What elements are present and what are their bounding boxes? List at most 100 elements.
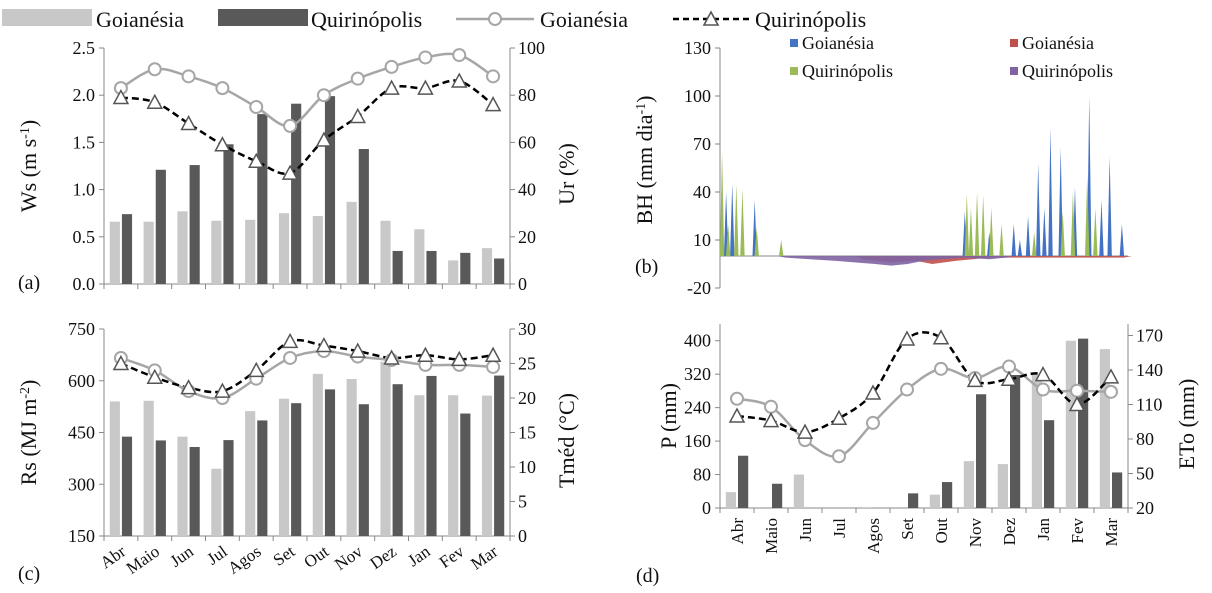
spike-quirinopolis — [734, 184, 739, 256]
point-goianesia — [832, 449, 846, 464]
legend-label-goianesia-line: Goianésia — [540, 7, 628, 32]
bar-goianesia — [109, 401, 120, 536]
point-goianesia — [283, 118, 298, 133]
legend-b-swatch — [1010, 39, 1018, 47]
x-tick-label: Agos — [864, 518, 883, 554]
point-goianesia — [900, 382, 914, 397]
point-quirinopolis — [349, 342, 367, 358]
y-tick-label-right: 40 — [518, 180, 536, 200]
point-goianesia — [1104, 384, 1118, 399]
point-goianesia — [1070, 383, 1084, 398]
spike-quirinopolis — [1031, 232, 1037, 256]
point-quirinopolis — [383, 349, 400, 365]
bar-goianesia — [177, 211, 188, 284]
bar-quirinopolis — [291, 103, 302, 284]
y-tick-label-right: 50 — [1136, 464, 1154, 484]
point-goianesia — [418, 50, 433, 65]
spike-quirinopolis — [1060, 211, 1065, 256]
bar-quirinopolis — [257, 420, 268, 536]
bar-goianesia — [1099, 349, 1110, 508]
spike-goianesia — [1048, 128, 1053, 256]
bar-goianesia — [109, 221, 120, 284]
y-tick-label-left: 320 — [684, 364, 711, 384]
bar-goianesia — [1065, 340, 1076, 508]
spike-quirinopolis — [779, 240, 784, 256]
x-tick-label: Fev — [436, 541, 468, 571]
bar-goianesia — [414, 229, 425, 284]
point-goianesia — [384, 59, 399, 74]
y-tick-label-right: 20 — [1136, 498, 1154, 518]
y-tick-label-left: 10 — [693, 230, 711, 250]
y-tick-label-left: 1.0 — [73, 180, 96, 200]
bar-goianesia — [481, 395, 493, 536]
legend-b-swatch — [790, 39, 798, 47]
legend-swatch-quirinopolis-bar — [218, 9, 308, 26]
y-tick-label-left: 130 — [684, 38, 711, 58]
point-quirinopolis — [214, 136, 231, 152]
x-tick-label: Out — [300, 542, 332, 572]
y-tick-label-right: 30 — [518, 319, 536, 339]
point-quirinopolis — [898, 330, 916, 346]
point-quirinopolis — [247, 361, 265, 378]
panel-c-chart: 150 300 450 600 750 0 5 10 15 20 25 30 Rs (MJ m-2) Tm… — [16, 319, 579, 585]
point-quirinopolis — [830, 409, 848, 426]
bar-quirinopolis — [976, 394, 987, 508]
bar-quirinopolis — [121, 214, 133, 284]
point-goianesia — [764, 399, 778, 414]
bar-quirinopolis — [738, 455, 749, 508]
bar-quirinopolis — [494, 375, 505, 536]
spike-goianesia — [1017, 240, 1023, 256]
point-quirinopolis — [112, 354, 130, 371]
point-goianesia — [350, 71, 365, 86]
panel-label-c: (c) — [18, 563, 40, 585]
bar-quirinopolis — [460, 413, 471, 536]
line-quirinopolis — [120, 79, 494, 176]
bar-quirinopolis — [1010, 375, 1021, 508]
bar-quirinopolis — [121, 436, 133, 536]
point-quirinopolis — [247, 152, 265, 169]
legend-b-label: Quirinópolis — [802, 61, 893, 81]
bar-goianesia — [211, 220, 222, 284]
point-quirinopolis — [281, 164, 299, 180]
y-tick-label-right: 170 — [1136, 326, 1163, 346]
x-tick-label: Out — [932, 518, 951, 544]
bar-quirinopolis — [908, 493, 919, 508]
y-tick-label-right: 20 — [518, 388, 536, 408]
point-quirinopolis — [484, 346, 502, 362]
spike-goianesia — [1119, 224, 1125, 256]
spike-quirinopolis — [989, 208, 994, 256]
x-tick-label: Jun — [167, 541, 198, 570]
x-tick-label: Dez — [367, 541, 401, 573]
y-axis-title-left: Rs (MJ m-2) — [16, 380, 41, 486]
bar-goianesia — [211, 468, 222, 536]
point-quirinopolis — [315, 131, 333, 147]
y-tick-label-left: 160 — [684, 431, 711, 451]
bar-goianesia — [414, 395, 425, 536]
x-tick-label: Maio — [123, 542, 163, 578]
y-tick-label-left: 0 — [702, 498, 711, 518]
bar-quirinopolis — [392, 250, 403, 284]
bar-goianesia — [245, 411, 256, 536]
legend-marker-quirinopolis — [702, 10, 720, 26]
point-goianesia — [934, 361, 948, 376]
x-tick-label: Dez — [1000, 518, 1019, 546]
y-tick-label-left: 750 — [68, 319, 95, 339]
bar-goianesia — [278, 213, 290, 284]
bar-quirinopolis — [155, 440, 166, 536]
legend-label-goianesia-bar: Goianésia — [96, 7, 184, 32]
spike-goianesia — [1107, 156, 1112, 256]
x-tick-label: Maio — [762, 518, 781, 554]
x-tick-label: Mar — [467, 542, 501, 574]
y-tick-label-left: 450 — [68, 423, 95, 443]
point-quirinopolis — [1068, 395, 1086, 412]
point-quirinopolis — [966, 371, 984, 388]
legend-label-quirinopolis-bar: Quirinópolis — [311, 7, 422, 32]
point-goianesia — [486, 359, 501, 374]
bar-goianesia — [143, 221, 154, 284]
bar-goianesia — [177, 436, 188, 536]
spike-goianesia — [1042, 208, 1047, 256]
y-axis-title-right: ETo (mm) — [1174, 379, 1199, 470]
panel-b-chart: -20 10 40 70 100 130 BH (mm dia-1) Goianésia Goi… — [632, 33, 1132, 298]
point-goianesia — [866, 415, 880, 430]
bar-quirinopolis — [942, 482, 953, 508]
